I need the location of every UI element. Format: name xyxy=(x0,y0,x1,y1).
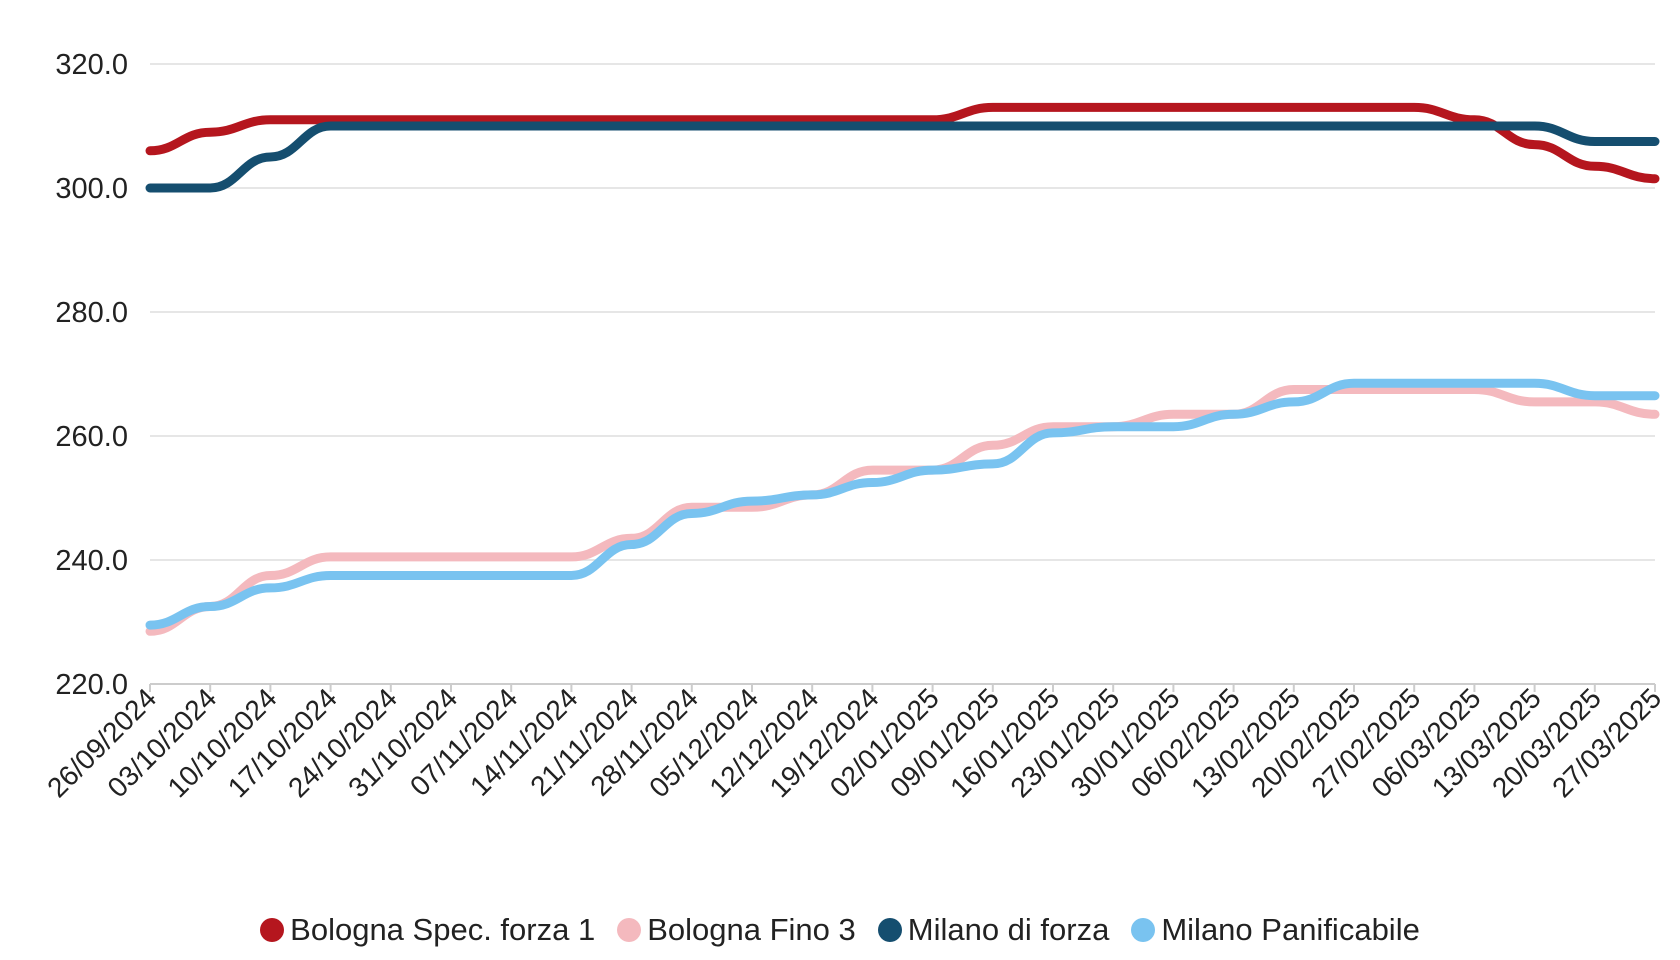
series-line-bologna-spec-forza-1 xyxy=(145,102,1660,184)
legend-swatch xyxy=(1131,918,1156,942)
y-tick-label: 220.0 xyxy=(55,669,128,701)
legend-label: Milano Panificabile xyxy=(1161,912,1420,947)
y-tick-label: 320.0 xyxy=(55,49,128,81)
legend-swatch xyxy=(617,918,642,942)
gridlines xyxy=(150,63,1655,561)
series-line-bologna-fino-3 xyxy=(145,385,1660,636)
legend-swatch xyxy=(877,918,902,942)
y-tick-label: 260.0 xyxy=(55,421,128,453)
y-tick-label: 300.0 xyxy=(55,173,128,205)
legend-item: Milano di forza xyxy=(877,912,1110,948)
legend-label: Milano di forza xyxy=(907,912,1110,947)
series-line-milano-di-forza xyxy=(145,121,1660,193)
y-axis: 220.0 240.0 260.0 280.0 300.0 320.0 xyxy=(55,49,128,701)
legend-item: Milano Panificabile xyxy=(1131,912,1420,948)
legend: Bologna Spec. forza 1 Bologna Fino 3 Milan… xyxy=(0,912,1680,948)
legend-label: Bologna Fino 3 xyxy=(647,912,856,947)
legend-item: Bologna Spec. forza 1 xyxy=(260,912,595,948)
legend-label: Bologna Spec. forza 1 xyxy=(290,912,596,947)
y-tick-label: 280.0 xyxy=(55,297,128,329)
x-axis: 26/09/202403/10/202410/10/202417/10/2024… xyxy=(41,682,1667,803)
legend-item: Bologna Fino 3 xyxy=(617,912,856,948)
series-line-milano-panificabile xyxy=(145,378,1660,630)
series-lines xyxy=(145,102,1660,636)
legend-swatch xyxy=(260,918,285,942)
y-tick-label: 240.0 xyxy=(55,545,128,577)
